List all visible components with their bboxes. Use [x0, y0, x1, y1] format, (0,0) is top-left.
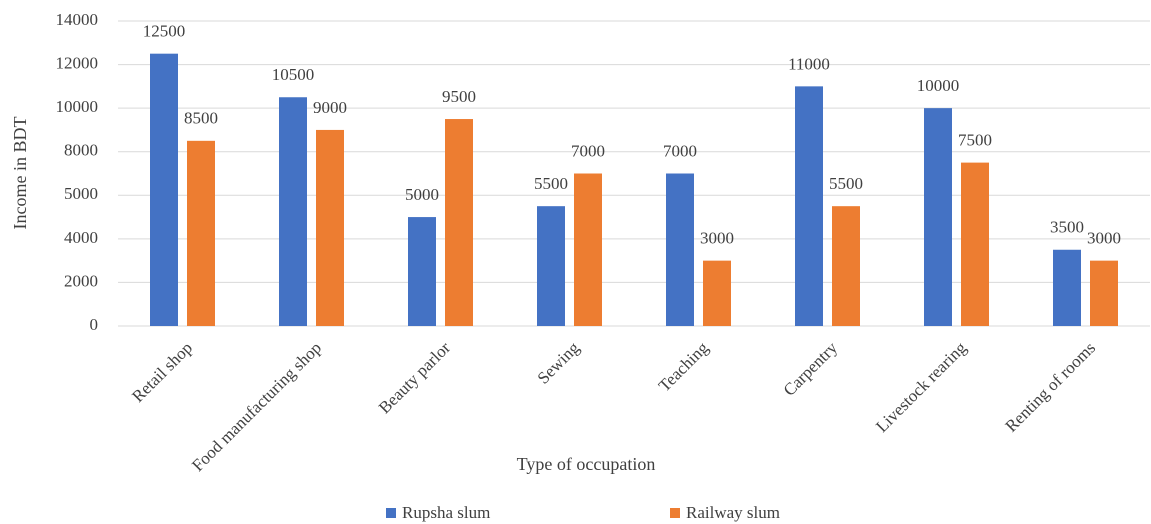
bar — [537, 206, 565, 326]
data-label: 7000 — [663, 141, 697, 160]
bar — [445, 119, 473, 327]
y-axis-label: Income in BDT — [10, 117, 30, 230]
bar — [961, 162, 989, 326]
bar — [187, 140, 215, 326]
x-tick-label: Carpentry — [780, 338, 842, 400]
data-label: 3000 — [1087, 229, 1121, 248]
x-tick-label: Sewing — [534, 338, 584, 388]
data-label: 10000 — [917, 76, 960, 95]
legend-label: Railway slum — [686, 503, 780, 522]
data-label: 12500 — [143, 22, 186, 41]
data-label: 5500 — [829, 174, 863, 193]
bar — [408, 217, 436, 326]
y-tick-label: 5000 — [64, 184, 98, 203]
bar — [150, 53, 178, 327]
x-tick-label: Food manufacturing shop — [188, 338, 325, 475]
x-axis-label: Type of occupation — [517, 454, 656, 474]
y-tick-label: 10000 — [56, 97, 99, 116]
x-tick-label: Renting of rooms — [1002, 338, 1100, 436]
x-tick-label: Beauty parlor — [375, 338, 454, 417]
legend-swatch — [386, 508, 396, 518]
data-label: 9000 — [313, 98, 347, 117]
bar — [832, 206, 860, 326]
data-label: 3000 — [700, 229, 734, 248]
data-label: 10500 — [272, 65, 315, 84]
y-tick-label: 8000 — [64, 141, 98, 160]
data-label: 5000 — [405, 185, 439, 204]
data-label: 8500 — [184, 109, 218, 128]
legend-swatch — [670, 508, 680, 518]
data-label: 5500 — [534, 174, 568, 193]
bar — [1053, 249, 1081, 326]
legend-label: Rupsha slum — [402, 503, 490, 522]
bar — [703, 260, 731, 326]
bar — [1090, 260, 1118, 326]
data-label: 7000 — [571, 141, 605, 160]
data-label: 9500 — [442, 87, 476, 106]
bar — [666, 173, 694, 326]
y-tick-label: 2000 — [64, 271, 98, 290]
bar — [279, 97, 307, 326]
bar — [574, 173, 602, 326]
bar — [924, 108, 952, 327]
data-label: 11000 — [788, 54, 830, 73]
bar — [795, 86, 823, 326]
x-tick-label: Retail shop — [128, 338, 196, 406]
data-label: 7500 — [958, 131, 992, 150]
y-tick-label: 0 — [90, 315, 99, 334]
data-label: 3500 — [1050, 218, 1084, 237]
y-tick-label: 4000 — [64, 228, 98, 247]
x-tick-label: Livestock rearing — [872, 338, 970, 436]
y-tick-label: 12000 — [56, 53, 99, 72]
y-tick-label: 14000 — [56, 10, 99, 29]
x-tick-label: Teaching — [655, 338, 713, 396]
bar — [316, 129, 344, 326]
